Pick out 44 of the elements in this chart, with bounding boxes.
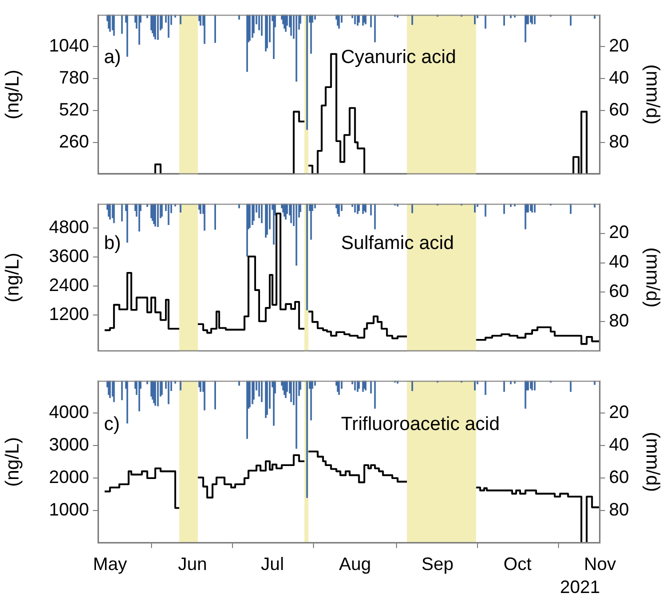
y-tick-label: 3600 [48, 246, 89, 266]
y2-tick-label: 60 [609, 99, 630, 120]
y-axis-title: (ng/L) [2, 437, 24, 487]
y2-tick-label: 60 [609, 467, 630, 488]
annotation: b) [104, 232, 121, 254]
x-tick-label: Sep [422, 554, 454, 574]
y-tick-label: 520 [58, 99, 89, 120]
text: Cyanuric acid [340, 47, 456, 68]
y-tick-label: 3000 [48, 434, 89, 455]
y2-axis-title: (mm/d) [641, 247, 662, 308]
y2-tick-label: 40 [609, 252, 630, 272]
y2-tick-label: 40 [609, 68, 630, 88]
annotation: a) [104, 47, 121, 68]
x-tick-label: Nov [584, 554, 616, 574]
x-tick-label: Aug [338, 554, 372, 574]
text: Trifluoroacetic acid [340, 414, 500, 435]
x-axis-title: 2021 [560, 577, 600, 598]
y2-tick-label: 60 [609, 281, 630, 302]
y2-axis-title: (mm/d) [641, 432, 662, 492]
x-tick-label: Oct [503, 554, 532, 574]
y2-axis-title: (mm/d) [641, 64, 662, 125]
x-tick-label: Jun [178, 554, 208, 574]
y2-tick-label: 20 [609, 222, 630, 242]
y2-tick-label: 80 [609, 310, 630, 331]
x-tick-label: May [92, 554, 127, 574]
y-tick-label: 260 [58, 131, 89, 152]
y2-tick-label: 20 [609, 402, 630, 422]
y-tick-label: 2400 [48, 274, 89, 295]
y-axis-title: (ng/L) [2, 70, 24, 120]
y-tick-label: 780 [58, 68, 89, 88]
y-axis-title: (ng/L) [2, 252, 24, 302]
x-tick-label: Jul [260, 554, 284, 574]
y2-tick-label: 80 [609, 131, 630, 152]
y2-tick-label: 40 [609, 434, 630, 455]
y2-tick-label: 80 [609, 500, 630, 520]
annotation: c) [104, 414, 120, 435]
y-tick-label: 1040 [48, 36, 89, 56]
y-tick-label: 2000 [48, 467, 89, 488]
y2-tick-label: 20 [609, 36, 630, 56]
text: Sulfamic acid [340, 232, 454, 254]
y-tick-label: 1200 [48, 304, 89, 324]
y-tick-label: 4000 [48, 402, 89, 422]
y-tick-label: 1000 [48, 500, 89, 520]
y-tick-label: 4800 [48, 216, 89, 237]
